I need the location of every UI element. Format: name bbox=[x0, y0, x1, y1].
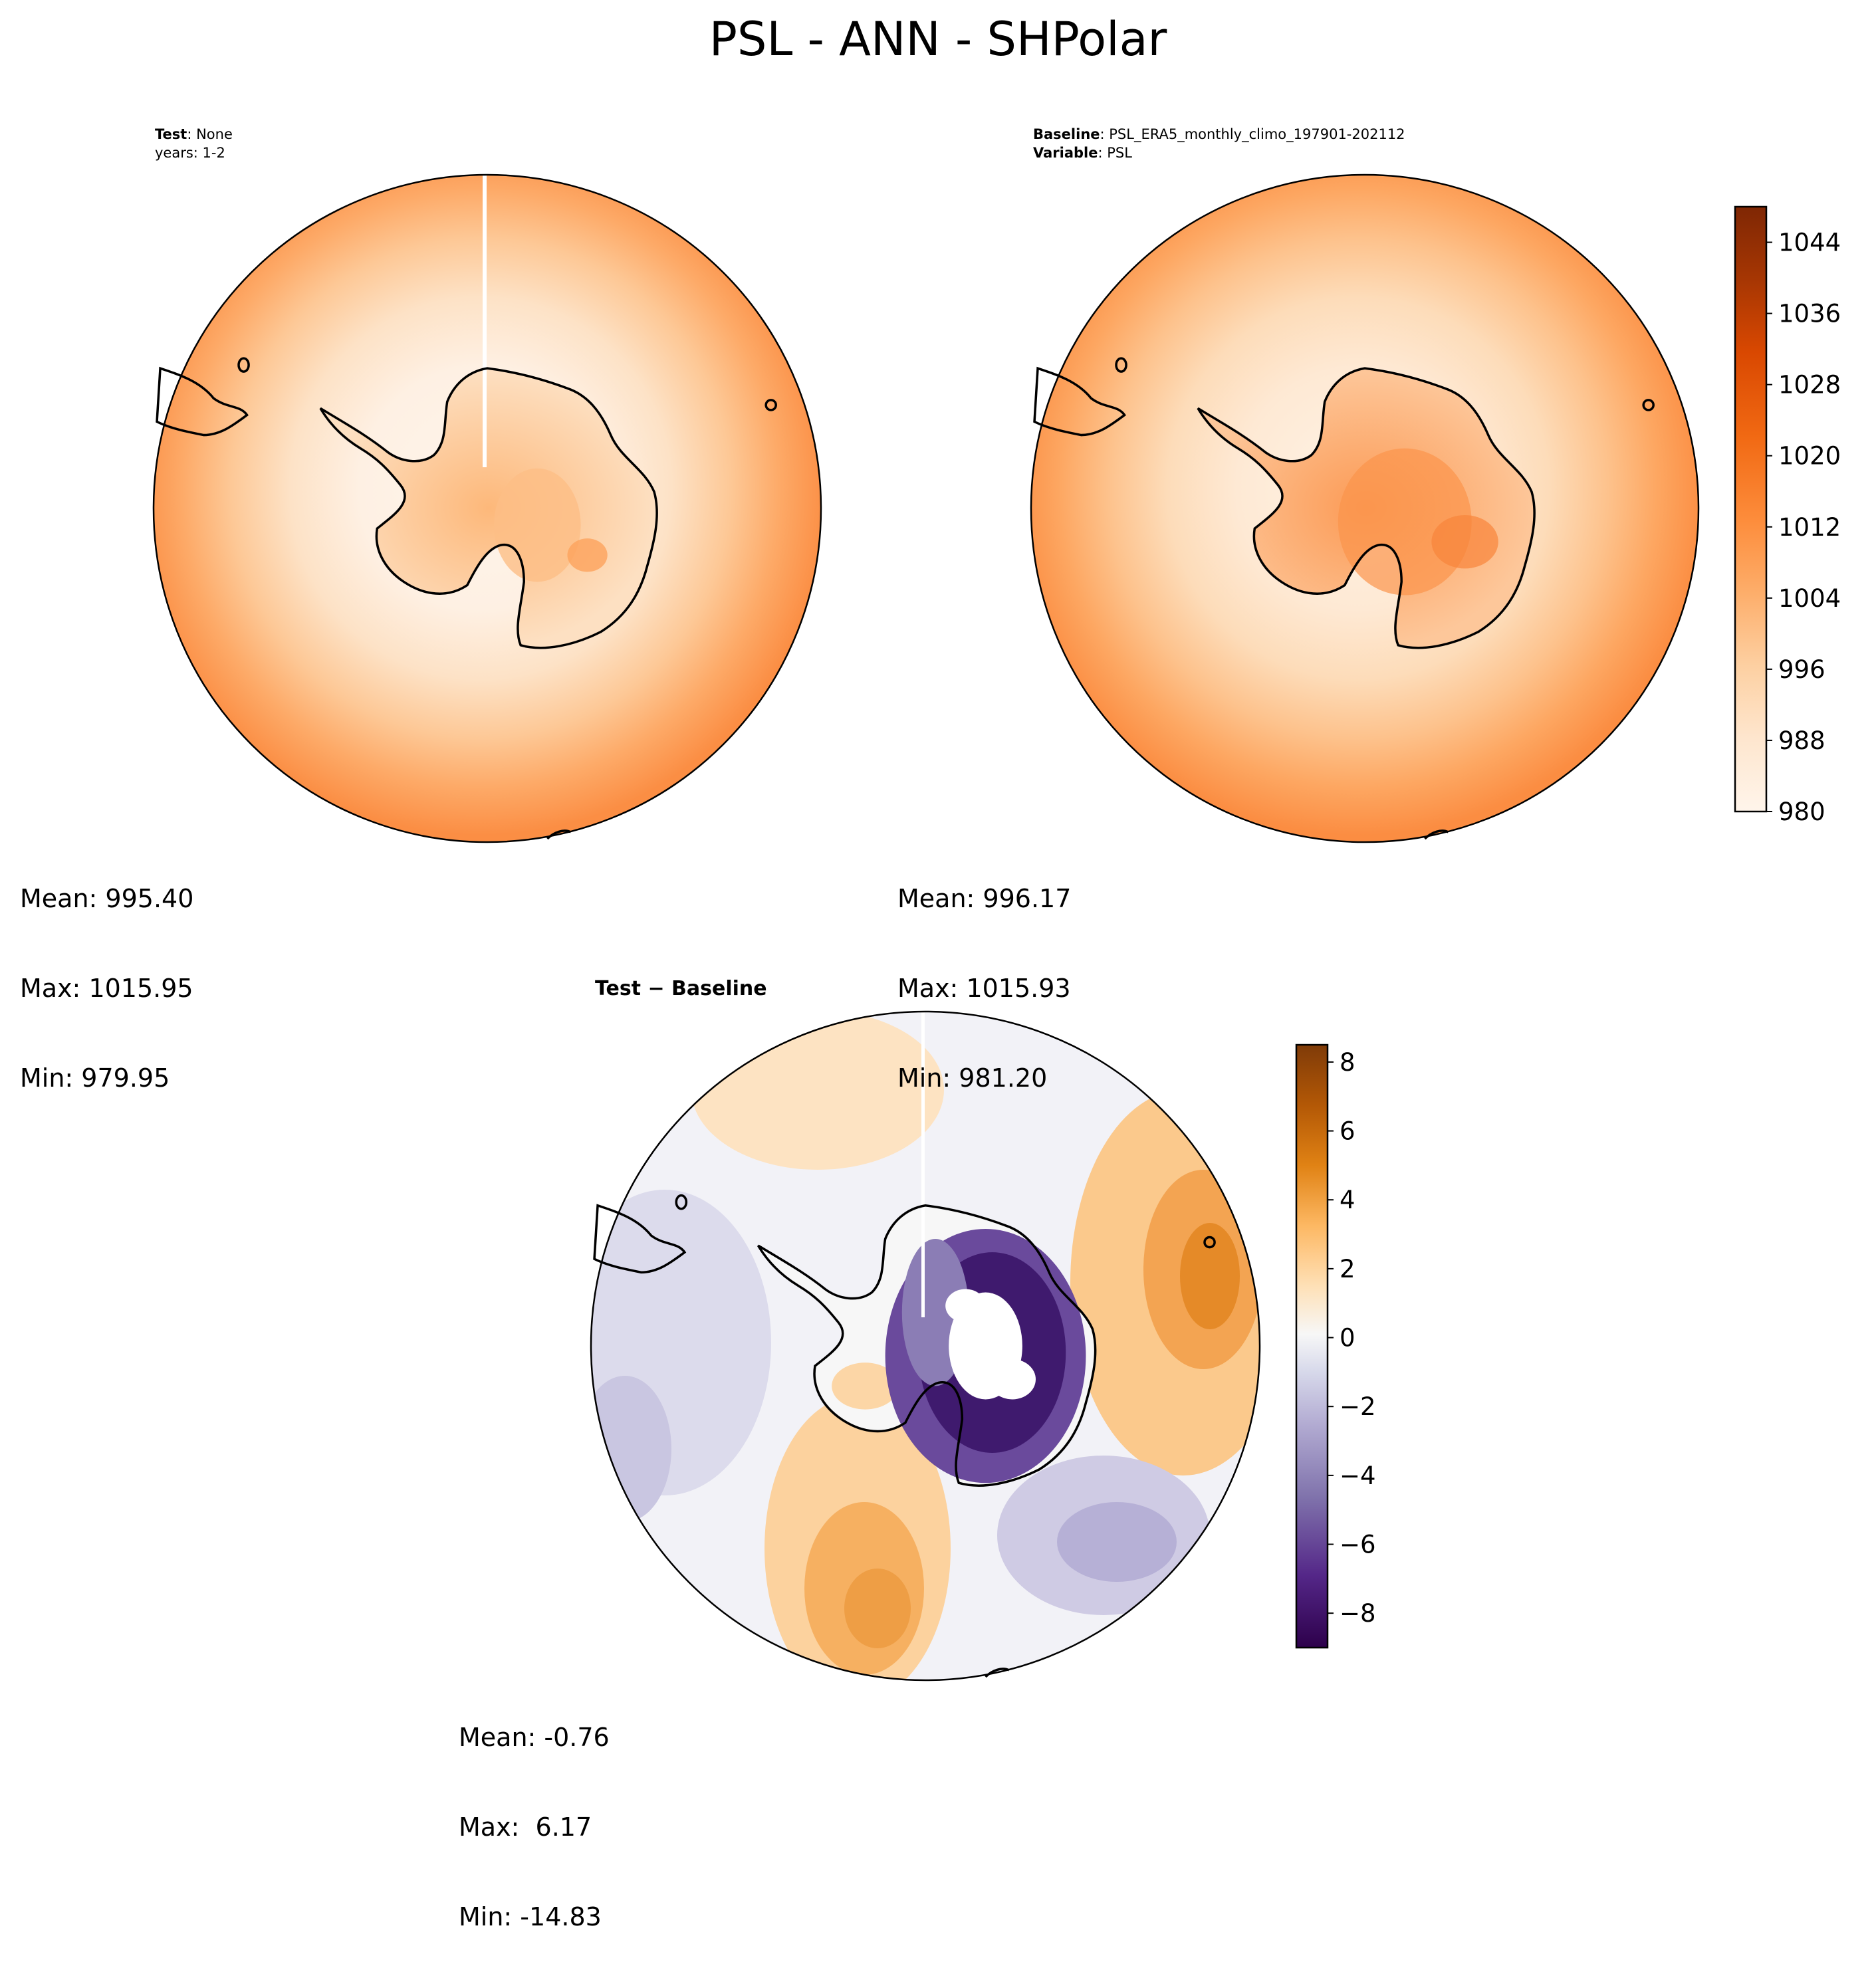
diff-colorbar-tick-label: 0 bbox=[1340, 1324, 1355, 1353]
test-years: years: 1-2 bbox=[155, 145, 225, 161]
test-panel-header: Test: None years: 1-2 bbox=[155, 125, 233, 162]
figure-title: PSL - ANN - SHPolar bbox=[709, 12, 1167, 66]
psl-colorbar-tick-label: 1004 bbox=[1778, 584, 1841, 613]
diff-colorbar-tick-label: 4 bbox=[1340, 1186, 1355, 1214]
baseline-map bbox=[1031, 173, 1699, 843]
test-stats: Mean: 995.40 Max: 1015.95 Min: 979.95 bbox=[20, 824, 193, 1123]
psl-colorbar: 980 988 996 1004 1012 1020 1028 1036 1044 bbox=[1734, 205, 1841, 826]
psl-colorbar-tick-label: 1012 bbox=[1778, 513, 1841, 542]
baseline-stat-max: Max: 1015.93 bbox=[897, 974, 1071, 1003]
baseline-stat-min: Min: 981.20 bbox=[897, 1063, 1048, 1093]
baseline-stat-mean: Mean: 996.17 bbox=[897, 884, 1072, 913]
test-label-value: : None bbox=[187, 126, 233, 142]
baseline-variable-key: Variable bbox=[1033, 145, 1098, 161]
diff-colorbar-tick-label: 2 bbox=[1340, 1255, 1355, 1283]
test-stat-max: Max: 1015.95 bbox=[20, 974, 193, 1003]
diff-colorbar: −8 −6 −4 −2 0 2 4 6 8 bbox=[1295, 1043, 1376, 1649]
baseline-panel-header: Baseline: PSL_ERA5_monthly_climo_197901-… bbox=[1033, 125, 1405, 162]
test-stat-min: Min: 979.95 bbox=[20, 1063, 170, 1093]
diff-colorbar-tick-label: −4 bbox=[1340, 1462, 1376, 1490]
map-figure: 980 988 996 1004 1012 1020 1028 1036 1044 bbox=[0, 173, 1841, 1682]
test-label-key: Test bbox=[155, 126, 187, 142]
psl-colorbar-tick-label: 980 bbox=[1778, 798, 1825, 826]
baseline-label-key: Baseline bbox=[1033, 126, 1100, 142]
baseline-stats: Mean: 996.17 Max: 1015.93 Min: 981.20 bbox=[897, 824, 1071, 1123]
psl-colorbar-tick-label: 988 bbox=[1778, 726, 1825, 755]
baseline-label-value: : PSL_ERA5_monthly_climo_197901-202112 bbox=[1100, 126, 1405, 142]
diff-colorbar-tick-label: 6 bbox=[1340, 1117, 1355, 1146]
diff-stat-mean: Mean: -0.76 bbox=[459, 1723, 610, 1752]
diff-colorbar-tick-label: −6 bbox=[1340, 1531, 1376, 1559]
psl-colorbar-tick-label: 1020 bbox=[1778, 442, 1841, 471]
psl-colorbar-tick-label: 1028 bbox=[1778, 371, 1841, 399]
diff-colorbar-tick-label: −2 bbox=[1340, 1392, 1376, 1421]
psl-colorbar-tick-label: 1044 bbox=[1778, 229, 1841, 257]
psl-colorbar-tick-label: 996 bbox=[1778, 655, 1825, 684]
test-stat-mean: Mean: 995.40 bbox=[20, 884, 194, 913]
diff-colorbar-tick-label: 8 bbox=[1340, 1048, 1355, 1077]
diff-panel-title: Test − Baseline bbox=[595, 977, 767, 1000]
psl-colorbar-tick-label: 1036 bbox=[1778, 300, 1841, 328]
baseline-variable-value: : PSL bbox=[1098, 145, 1132, 161]
diff-map bbox=[558, 1010, 1296, 1682]
diff-stat-min: Min: -14.83 bbox=[459, 1902, 602, 1931]
diff-stat-max: Max: 6.17 bbox=[459, 1812, 592, 1842]
diff-colorbar-tick-label: −8 bbox=[1340, 1599, 1376, 1628]
diff-stats: Mean: -0.76 Max: 6.17 Min: -14.83 bbox=[459, 1663, 610, 1962]
test-map bbox=[154, 173, 821, 843]
